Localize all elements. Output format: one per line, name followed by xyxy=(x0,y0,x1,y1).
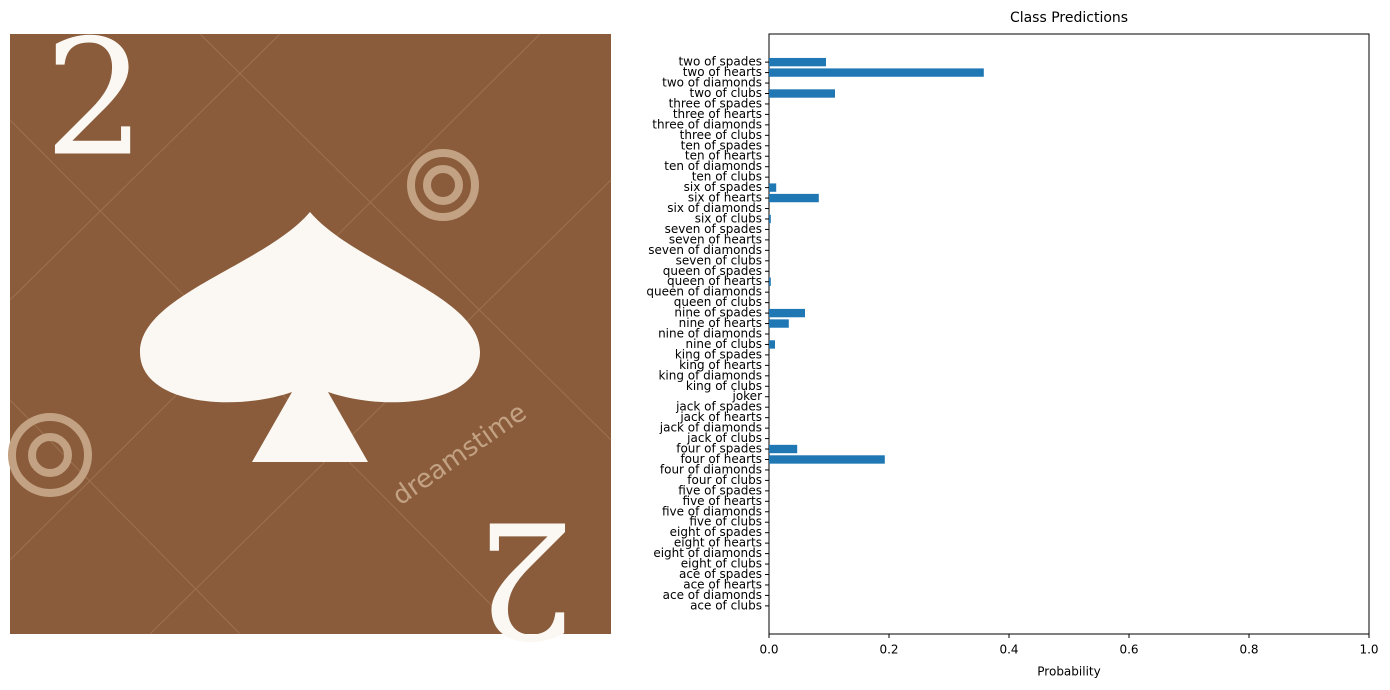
x-tick-label: 0.0 xyxy=(759,643,778,657)
rank-top: 2 xyxy=(44,5,146,192)
y-tick-label: six of spades xyxy=(684,180,762,194)
y-tick-label: seven of clubs xyxy=(676,253,762,267)
y-tick-label: four of spades xyxy=(676,442,762,456)
y-tick-label: six of clubs xyxy=(695,211,762,225)
y-tick-label: jack of clubs xyxy=(686,431,762,445)
y-tick-label: ten of diamonds xyxy=(664,159,762,173)
rank-bottom: 2 xyxy=(474,486,576,673)
bar xyxy=(769,68,984,77)
y-tick-label: five of hearts xyxy=(683,494,762,508)
y-tick-label: ten of spades xyxy=(681,138,762,152)
y-tick-label: ten of clubs xyxy=(692,170,762,184)
y-tick-label: queen of diamonds xyxy=(646,285,762,299)
y-tick-label: four of clubs xyxy=(687,473,762,487)
y-tick-label: ten of hearts xyxy=(685,149,762,163)
y-tick-label: three of clubs xyxy=(680,128,762,142)
y-tick-label: two of clubs xyxy=(690,86,762,100)
y-tick-label: two of hearts xyxy=(683,65,762,79)
y-tick-label: king of clubs xyxy=(686,379,762,393)
y-tick-label: king of spades xyxy=(675,347,762,361)
y-tick-label: jack of diamonds xyxy=(659,421,762,435)
x-axis-label: Probability xyxy=(1037,665,1100,679)
y-tick-label: five of spades xyxy=(678,483,762,497)
y-tick-label: joker xyxy=(731,389,762,403)
y-tick-label: jack of hearts xyxy=(679,410,762,424)
x-tick-label: 1.0 xyxy=(1359,643,1378,657)
spirals xyxy=(8,149,479,497)
y-tick-label: nine of spades xyxy=(674,306,762,320)
y-tick-label: three of hearts xyxy=(673,107,762,121)
y-tick-label: queen of spades xyxy=(663,264,762,278)
y-tick-label: ace of clubs xyxy=(690,598,762,612)
y-tick-label: four of diamonds xyxy=(660,462,762,476)
x-tick-label: 0.8 xyxy=(1239,643,1258,657)
y-tick-label: three of diamonds xyxy=(652,117,762,131)
bar xyxy=(769,89,835,98)
y-tick-label: queen of hearts xyxy=(667,274,762,288)
y-tick-label: queen of clubs xyxy=(674,295,762,309)
chart-title: Class Predictions xyxy=(1010,10,1128,26)
y-tick-label: seven of spades xyxy=(665,222,762,236)
y-tick-label: eight of hearts xyxy=(674,536,762,550)
y-tick-label: nine of hearts xyxy=(679,316,762,330)
y-tick-label: king of hearts xyxy=(679,358,762,372)
y-tick-label: four of hearts xyxy=(680,452,762,466)
y-tick-label: six of diamonds xyxy=(667,201,762,215)
x-tick-label: 0.2 xyxy=(879,643,898,657)
bar xyxy=(769,308,805,318)
bar xyxy=(769,214,771,224)
y-tick-label: nine of clubs xyxy=(685,337,762,351)
bar xyxy=(769,455,885,464)
y-tick-label: seven of diamonds xyxy=(648,243,762,257)
y-tick-label: jack of spades xyxy=(675,400,762,414)
bar xyxy=(769,277,771,286)
plot-frame xyxy=(768,33,1370,635)
y-tick-label: seven of hearts xyxy=(669,232,762,246)
bar xyxy=(769,340,775,349)
bar xyxy=(769,319,789,328)
y-tick-label: eight of spades xyxy=(670,525,762,539)
y-tick-label: ace of diamonds xyxy=(663,588,762,602)
y-tick-label: six of hearts xyxy=(688,191,762,205)
y-tick-label: eight of clubs xyxy=(681,557,762,571)
y-tick-label: eight of diamonds xyxy=(653,546,762,560)
y-tick-label: ace of hearts xyxy=(683,577,762,591)
x-tick-label: 0.4 xyxy=(999,643,1018,657)
y-tick-label: five of clubs xyxy=(689,515,762,529)
y-tick-label: ace of spades xyxy=(679,567,762,581)
bar xyxy=(769,444,798,454)
y-tick-label: king of diamonds xyxy=(658,368,762,382)
bar xyxy=(769,193,819,203)
bar xyxy=(769,183,777,192)
y-tick-label: five of diamonds xyxy=(662,504,762,518)
y-tick-label: two of diamonds xyxy=(662,76,762,90)
spade xyxy=(140,212,480,462)
y-tick-label: nine of diamonds xyxy=(658,327,762,341)
bar xyxy=(769,57,826,67)
card-image: 2 2 dreamstime xyxy=(8,5,612,673)
y-tick-label: three of spades xyxy=(669,96,762,110)
x-tick-label: 0.6 xyxy=(1119,643,1138,657)
y-tick-label: two of spades xyxy=(678,55,762,69)
